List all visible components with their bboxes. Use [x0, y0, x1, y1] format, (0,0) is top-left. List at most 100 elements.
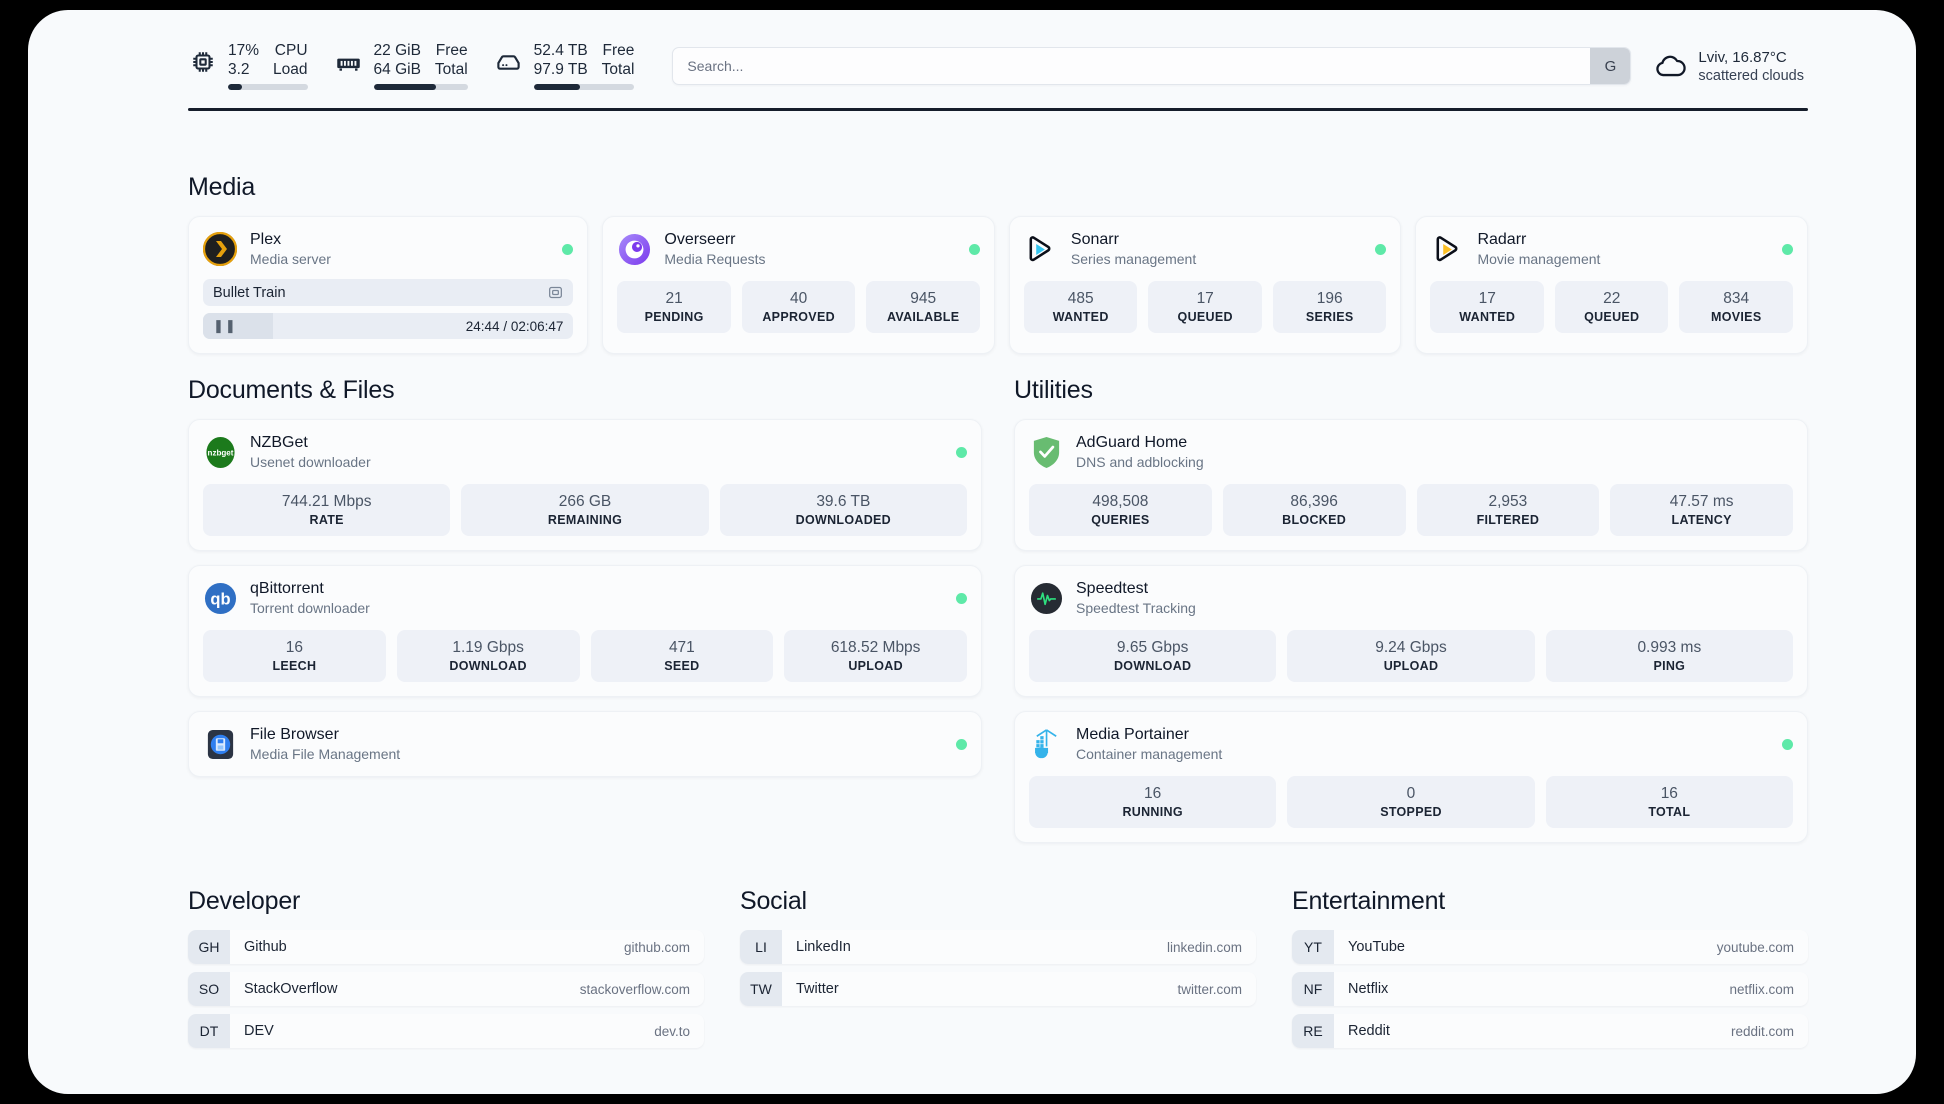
svg-text:qb: qb [210, 590, 230, 608]
bookmark-url: dev.to [654, 1023, 690, 1039]
stat-chip: 9.65 Gbps DOWNLOAD [1029, 630, 1277, 682]
stat-chip: 945 AVAILABLE [866, 281, 980, 333]
bookmark-item-twitter[interactable]: TW Twitter twitter.com [740, 972, 1256, 1006]
bookmark-item-netflix[interactable]: NF Netflix netflix.com [1292, 972, 1808, 1006]
weather-widget: Lviv, 16.87°C scattered clouds [1653, 49, 1808, 84]
stat-label: DOWNLOADED [795, 513, 891, 527]
stat-value: 266 GB [558, 493, 612, 510]
stat-label: LATENCY [1671, 513, 1732, 527]
plex-name: Plex [250, 231, 282, 248]
disk-usage-fill [533, 84, 580, 90]
qbittorrent-stats: 16 LEECH 1.19 Gbps DOWNLOAD 471 SEED 6 [203, 630, 967, 682]
cpu-value-bottom: 3.2 [228, 61, 250, 78]
stat-label: WANTED [1052, 310, 1109, 324]
plex-progress-bar[interactable]: ❚❚ 24:44 / 02:06:47 [203, 313, 574, 339]
qbittorrent-icon: qb [203, 581, 237, 615]
memory-usage-fill [373, 84, 436, 90]
service-card-nzbget[interactable]: nzbget NZBGet Usenet downloader 744.21 M… [188, 419, 982, 551]
service-card-portainer[interactable]: Media Portainer Container management 16 … [1014, 711, 1808, 843]
service-card-plex[interactable]: Plex Media server Bullet Train ❚❚ [188, 216, 589, 354]
stat-label: RATE [309, 513, 344, 527]
section-title-utilities: Utilities [1014, 376, 1093, 404]
bookmark-url: stackoverflow.com [579, 981, 690, 997]
bookmark-item-reddit[interactable]: RE Reddit reddit.com [1292, 1014, 1808, 1048]
radarr-stats: 17 WANTED 22 QUEUED 834 MOVIES [1430, 281, 1793, 333]
stat-value: 22 [1603, 290, 1621, 307]
search-submit-button[interactable]: G [1590, 48, 1631, 84]
bookmark-item-youtube[interactable]: YT YouTube youtube.com [1292, 930, 1808, 964]
filebrowser-status-dot [956, 738, 967, 750]
cpu-value-top: 17% [228, 42, 260, 59]
search-input[interactable] [673, 48, 1591, 84]
cast-icon[interactable] [548, 285, 563, 300]
plex-now-playing-row[interactable]: Bullet Train [203, 279, 574, 306]
service-card-filebrowser[interactable]: File Browser Media File Management [188, 711, 982, 777]
disk-value-bottom: 97.9 TB [533, 61, 588, 78]
stat-label: LEECH [272, 659, 317, 673]
stat-value: 2,953 [1488, 493, 1528, 510]
cpu-label-bottom: Load [273, 61, 308, 78]
bookmark-item-stackoverflow[interactable]: SO StackOverflow stackoverflow.com [188, 972, 704, 1006]
bookmark-name: Netflix [1348, 981, 1389, 997]
adguard-stats: 498,508 QUERIES 86,396 BLOCKED 2,953 FIL… [1029, 484, 1793, 536]
memory-icon [334, 42, 364, 82]
search-bar[interactable]: G [672, 47, 1632, 85]
stat-label: PENDING [644, 310, 704, 324]
filebrowser-subtitle: Media File Management [250, 746, 401, 762]
cpu-resource-widget: 17% CPU 3.2 Load [188, 42, 308, 90]
portainer-name: Media Portainer [1076, 726, 1189, 743]
bookmark-item-linkedin[interactable]: LI LinkedIn linkedin.com [740, 930, 1256, 964]
shield-icon [1029, 435, 1063, 469]
stat-label: REMAINING [547, 513, 623, 527]
memory-label-bottom: Total [434, 61, 468, 78]
stat-value: 47.57 ms [1669, 493, 1734, 510]
stat-value: 17 [1478, 290, 1496, 307]
stat-chip: 266 GB REMAINING [461, 484, 709, 536]
stat-value: 498,508 [1092, 493, 1149, 510]
bookmark-abbr: YT [1292, 930, 1334, 964]
stat-label: PING [1653, 659, 1686, 673]
service-card-speedtest[interactable]: Speedtest Speedtest Tracking 9.65 Gbps D… [1014, 565, 1808, 697]
service-card-radarr[interactable]: Radarr Movie management 17 WANTED 22 QUE… [1415, 216, 1808, 354]
weather-condition: scattered clouds [1698, 67, 1804, 84]
section-title-media: Media [188, 173, 256, 201]
stat-value: 471 [668, 639, 695, 656]
bookmark-abbr: TW [740, 972, 782, 1006]
speedtest-stats: 9.65 Gbps DOWNLOAD 9.24 Gbps UPLOAD 0.99… [1029, 630, 1793, 682]
stat-value: 834 [1723, 290, 1750, 307]
stat-label: FILTERED [1476, 513, 1540, 527]
memory-usage-bar [373, 84, 468, 90]
service-card-adguard[interactable]: AdGuard Home DNS and adblocking 498,508 … [1014, 419, 1808, 551]
bookmark-group-title: Social [740, 887, 807, 915]
stat-value: 9.65 Gbps [1116, 639, 1189, 656]
service-card-sonarr[interactable]: Sonarr Series management 485 WANTED 17 Q… [1008, 216, 1402, 354]
stat-chip: 618.52 Mbps UPLOAD [784, 630, 967, 682]
overseerr-name: Overseerr [664, 231, 736, 248]
stat-value: 1.19 Gbps [452, 639, 524, 656]
stat-value: 17 [1196, 290, 1214, 307]
overseerr-stats: 21 PENDING 40 APPROVED 945 AVAILABLE [617, 281, 980, 333]
stat-label: WANTED [1459, 310, 1516, 324]
bookmark-item-github[interactable]: GH Github github.com [188, 930, 704, 964]
pause-icon[interactable]: ❚❚ [213, 318, 237, 333]
bookmark-item-dev[interactable]: DT DEV dev.to [188, 1014, 704, 1048]
portainer-subtitle: Container management [1076, 746, 1223, 762]
dashboard-page: 17% CPU 3.2 Load [28, 10, 1916, 1094]
adguard-name: AdGuard Home [1076, 434, 1188, 451]
service-card-qbittorrent[interactable]: qb qBittorrent Torrent downloader 16 LEE… [188, 565, 982, 697]
bookmark-url: linkedin.com [1166, 939, 1242, 955]
stat-label: SERIES [1305, 310, 1354, 324]
nzbget-status-dot [956, 446, 967, 458]
stat-label: QUEUED [1177, 310, 1233, 324]
stat-value: 16 [1144, 785, 1162, 802]
bookmark-abbr: LI [740, 930, 782, 964]
main-columns: Documents & Files nzbget NZBGet Usenet d… [188, 376, 1808, 843]
service-card-overseerr[interactable]: Overseerr Media Requests 21 PENDING 40 A… [602, 216, 995, 354]
speedtest-status-dot [1782, 593, 1793, 604]
stat-value: 39.6 TB [816, 493, 871, 510]
plex-progress-fill [203, 313, 274, 339]
disk-icon [494, 42, 524, 82]
plex-card-header: Plex Media server [203, 231, 574, 267]
bookmark-abbr: NF [1292, 972, 1334, 1006]
bookmark-name: StackOverflow [244, 981, 338, 997]
